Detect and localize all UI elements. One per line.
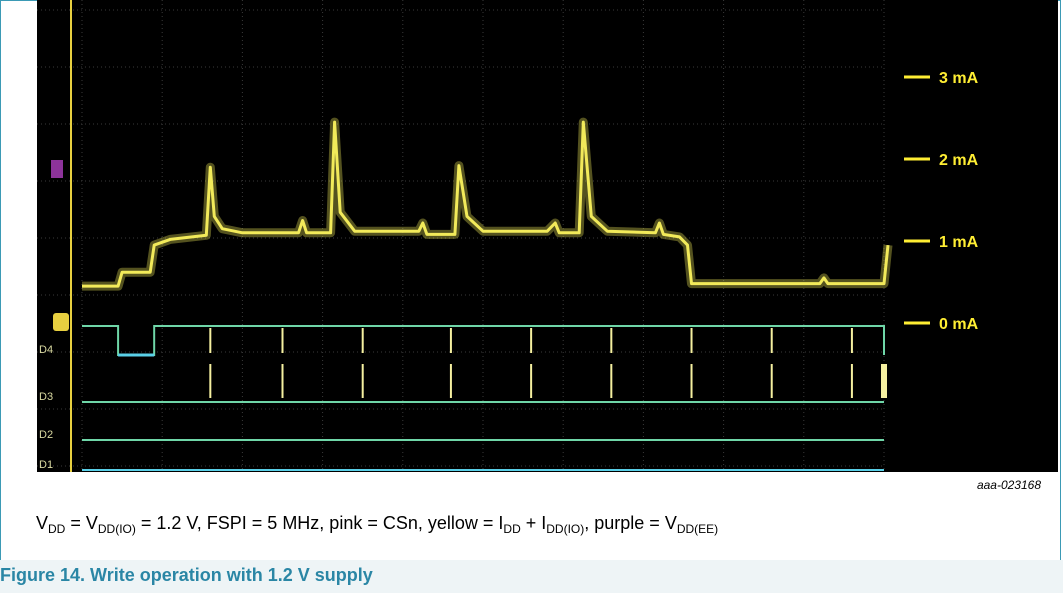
current-trace-group [82,117,893,291]
ground-marker [51,160,63,178]
oscilloscope-screen: D4 D3 D2 D1 3 mA 2 mA 1 mA 0 mA [37,0,1058,472]
figure-id: aaa-023168 [976,478,1041,492]
oscilloscope-plot: D4 D3 D2 D1 3 mA 2 mA 1 mA 0 mA [37,0,979,472]
current-trace-band [82,117,893,291]
current-trace [82,120,890,288]
y-tick-label: 1 mA [939,234,979,251]
figure-title-bar [0,560,1063,593]
y-tick-label: 0 mA [939,316,979,333]
channel-label-D3: D3 [39,391,53,403]
figure-title: Figure 14. Write operation with 1.2 V su… [0,565,373,585]
channel-label-D4: D4 [39,344,53,356]
y-tick-label: 3 mA [939,70,979,87]
channel-1-badge [53,313,69,331]
channel-label-D1: D1 [39,459,53,471]
scope-grid [37,0,885,472]
y-scale-markers: 3 mA 2 mA 1 mA 0 mA [51,70,979,333]
y-tick-label: 2 mA [939,152,979,169]
channel-label-D2: D2 [39,429,53,441]
digital-channels: D4 D3 D2 D1 [39,325,887,471]
figure-caption: VDD = VDD(IO) = 1.2 V, FSPI = 5 MHz, pin… [36,513,719,536]
